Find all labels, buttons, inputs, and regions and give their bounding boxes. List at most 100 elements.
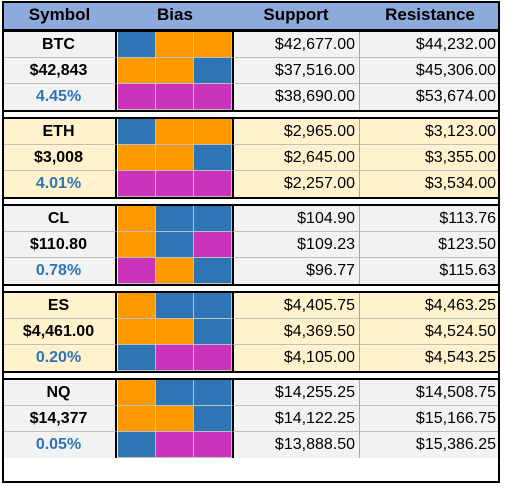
percent-change-cell[interactable]: 0.05% [2, 432, 117, 458]
resistance-cell[interactable]: $53,674.00 [415, 88, 496, 105]
table-row[interactable]: NQ $14,255.25 $14,508.75 [2, 380, 500, 406]
bias-indicator-blue[interactable] [118, 119, 156, 145]
bias-indicator-orange[interactable] [118, 319, 156, 345]
resistance-cell[interactable]: $113.76 [360, 206, 500, 232]
table-row[interactable]: CL $104.90 $113.76 [2, 206, 500, 232]
table-row[interactable]: $14,377 $14,122.25 $15,166.75 [2, 406, 500, 432]
support-cell[interactable]: $104.90 [232, 206, 360, 232]
resistance-cell[interactable]: $4,543.25 [424, 349, 496, 366]
symbol-cell[interactable]: ETH [2, 119, 117, 145]
price-cell[interactable]: $3,008 [2, 145, 117, 171]
price-cell[interactable]: $14,377 [2, 406, 117, 432]
bias-indicator-magenta[interactable] [156, 84, 194, 110]
support-cell[interactable]: $14,122.25 [232, 406, 360, 432]
support-cell[interactable]: $4,105.00 [232, 345, 360, 371]
support-cell[interactable]: $2,965.00 [232, 119, 360, 145]
bias-indicator-blue[interactable] [118, 345, 156, 371]
bias-indicator-orange[interactable] [156, 145, 194, 171]
bias-indicator-blue[interactable] [194, 258, 232, 284]
support-cell[interactable]: $42,677.00 [232, 32, 360, 58]
table-row[interactable]: $4,461.00 $4,369.50 $4,524.50 [2, 319, 500, 345]
bias-indicator-orange[interactable] [194, 119, 232, 145]
bias-indicator-magenta[interactable] [194, 171, 232, 197]
resistance-cell[interactable]: $3,534.00 [424, 175, 496, 192]
table-row[interactable]: $42,843 $37,516.00 $45,306.00 [2, 58, 500, 84]
bias-indicator-orange[interactable] [118, 58, 156, 84]
bias-indicator-magenta[interactable] [156, 432, 194, 458]
bias-indicator-blue[interactable] [156, 293, 194, 319]
bias-indicator-orange[interactable] [118, 293, 156, 319]
table-row[interactable]: ETH $2,965.00 $3,123.00 [2, 119, 500, 145]
price-cell[interactable]: $4,461.00 [2, 319, 117, 345]
bias-indicator-magenta[interactable] [156, 171, 194, 197]
resistance-cell[interactable]: $45,306.00 [360, 58, 500, 84]
bias-indicator-magenta[interactable] [156, 345, 194, 371]
symbol-cell[interactable]: CL [2, 206, 117, 232]
bias-indicator-orange[interactable] [194, 32, 232, 58]
resistance-cell[interactable]: $44,232.00 [360, 32, 500, 58]
resistance-cell[interactable]: $3,355.00 [360, 145, 500, 171]
bias-indicator-orange[interactable] [118, 380, 156, 406]
bias-indicator-orange[interactable] [156, 119, 194, 145]
support-cell[interactable]: $4,369.50 [232, 319, 360, 345]
bias-indicator-orange[interactable] [156, 32, 194, 58]
table-row[interactable]: 4.45% $38,690.00 $53,674.00 [2, 84, 500, 110]
bias-indicator-blue[interactable] [194, 380, 232, 406]
resistance-cell[interactable]: $4,463.25 [360, 293, 500, 319]
bias-indicator-orange[interactable] [156, 406, 194, 432]
resistance-cell[interactable]: $4,524.50 [360, 319, 500, 345]
bias-indicator-magenta[interactable] [118, 258, 156, 284]
resistance-cell[interactable]: $123.50 [360, 232, 500, 258]
resistance-cell[interactable]: $14,508.75 [360, 380, 500, 406]
bias-indicator-orange[interactable] [156, 258, 194, 284]
bias-indicator-magenta[interactable] [118, 171, 156, 197]
table-row[interactable]: ES $4,405.75 $4,463.25 [2, 293, 500, 319]
bias-indicator-magenta[interactable] [194, 84, 232, 110]
bias-indicator-orange[interactable] [118, 145, 156, 171]
support-cell[interactable]: $96.77 [232, 258, 360, 284]
bias-indicator-blue[interactable] [194, 145, 232, 171]
support-cell[interactable]: $38,690.00 [232, 84, 360, 110]
percent-change-cell[interactable]: 0.78% [2, 258, 117, 284]
resistance-cell[interactable]: $115.63 [439, 262, 496, 279]
table-row[interactable]: 0.78% $96.77 $115.63 [2, 258, 500, 284]
table-row[interactable]: BTC $42,677.00 $44,232.00 [2, 32, 500, 58]
support-cell[interactable]: $2,645.00 [232, 145, 360, 171]
percent-change-cell[interactable]: 4.01% [2, 171, 117, 197]
resistance-cell[interactable]: $15,166.75 [360, 406, 500, 432]
bias-indicator-blue[interactable] [118, 432, 156, 458]
bias-indicator-orange[interactable] [118, 232, 156, 258]
percent-change-cell[interactable]: 4.45% [2, 84, 117, 110]
bias-indicator-blue[interactable] [156, 232, 194, 258]
bias-indicator-blue[interactable] [194, 406, 232, 432]
support-cell[interactable]: $4,405.75 [232, 293, 360, 319]
support-cell[interactable]: $2,257.00 [232, 171, 360, 197]
bias-indicator-orange[interactable] [156, 319, 194, 345]
support-cell[interactable]: $14,255.25 [232, 380, 360, 406]
table-row[interactable]: 0.20% $4,105.00 $4,543.25 [2, 345, 500, 371]
table-row[interactable]: $3,008 $2,645.00 $3,355.00 [2, 145, 500, 171]
bias-indicator-blue[interactable] [156, 380, 194, 406]
support-cell[interactable]: $109.23 [232, 232, 360, 258]
bias-indicator-blue[interactable] [194, 319, 232, 345]
symbol-cell[interactable]: NQ [2, 380, 117, 406]
symbol-cell[interactable]: ES [2, 293, 117, 319]
bias-indicator-orange[interactable] [118, 406, 156, 432]
support-cell[interactable]: $13,888.50 [232, 432, 360, 458]
price-cell[interactable]: $110.80 [2, 232, 117, 258]
bias-indicator-magenta[interactable] [194, 345, 232, 371]
bias-indicator-magenta[interactable] [118, 84, 156, 110]
symbol-cell[interactable]: BTC [2, 32, 117, 58]
price-cell[interactable]: $42,843 [2, 58, 117, 84]
bias-indicator-blue[interactable] [194, 293, 232, 319]
bias-indicator-blue[interactable] [118, 32, 156, 58]
resistance-cell[interactable]: $15,386.25 [415, 436, 496, 453]
bias-indicator-magenta[interactable] [194, 432, 232, 458]
bias-indicator-magenta[interactable] [194, 232, 232, 258]
bias-indicator-blue[interactable] [194, 58, 232, 84]
bias-indicator-orange[interactable] [156, 58, 194, 84]
table-row[interactable]: 4.01% $2,257.00 $3,534.00 [2, 171, 500, 197]
bias-indicator-orange[interactable] [118, 206, 156, 232]
resistance-cell[interactable]: $3,123.00 [360, 119, 500, 145]
table-row[interactable]: $110.80 $109.23 $123.50 [2, 232, 500, 258]
